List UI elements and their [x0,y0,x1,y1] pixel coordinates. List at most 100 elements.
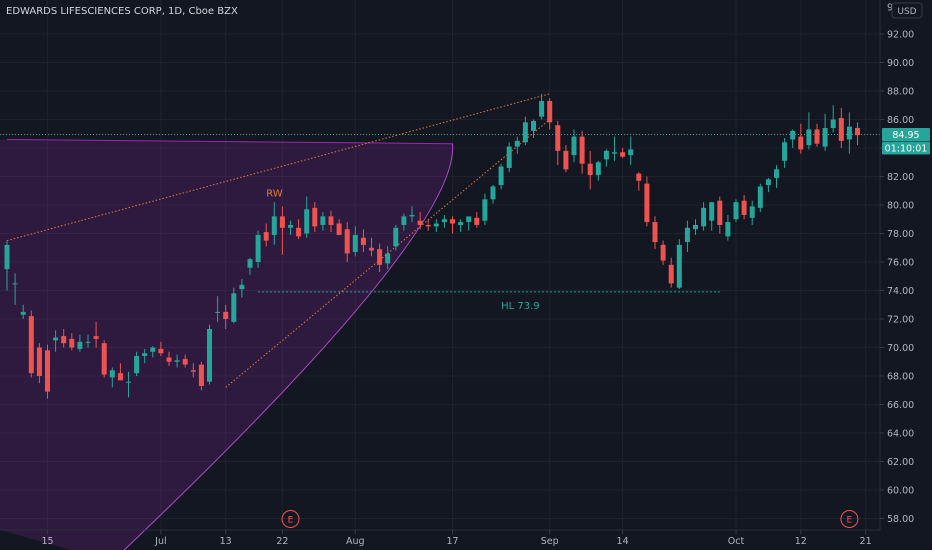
candle[interactable] [417,212,423,230]
candle[interactable] [668,257,674,288]
candle[interactable] [822,113,828,151]
candle[interactable] [587,150,593,190]
candle[interactable] [749,200,755,225]
candle[interactable] [765,177,771,193]
candle[interactable] [142,348,148,364]
candle[interactable] [684,220,690,253]
candle[interactable] [207,324,212,385]
candle[interactable] [725,214,731,241]
candle[interactable] [231,287,237,324]
candle[interactable] [830,105,836,133]
candle[interactable] [288,220,293,235]
candle[interactable] [12,273,18,305]
candle[interactable] [425,219,431,231]
currency-badge[interactable]: USD [891,2,923,19]
candle[interactable] [304,196,310,238]
candle[interactable] [174,354,180,368]
candle[interactable] [158,341,164,357]
candle[interactable] [652,216,658,250]
candle[interactable] [595,160,601,181]
candle[interactable] [603,149,609,167]
candle[interactable] [36,343,42,384]
candle[interactable] [555,120,561,166]
candle[interactable] [660,240,666,265]
candle[interactable] [279,206,285,255]
hl-label[interactable]: HL 73.9 [501,301,540,312]
candle[interactable] [490,185,496,204]
candle[interactable] [344,222,350,262]
candle[interactable] [838,108,844,148]
candle[interactable] [117,363,123,381]
candle[interactable] [263,223,269,247]
candle[interactable] [69,333,75,351]
candle[interactable] [466,216,472,231]
candle[interactable] [352,226,358,257]
candle[interactable] [126,371,131,398]
candle[interactable] [296,219,302,240]
candle[interactable] [409,206,415,223]
time-axis[interactable]: 15 Jul 13 22 Aug 17 Sep 14 Oct 12 21 [0,529,880,547]
candle[interactable] [506,142,512,173]
candle[interactable] [522,116,528,146]
candle[interactable] [377,243,383,272]
candle[interactable] [247,257,253,275]
candle[interactable] [441,214,447,228]
candle[interactable] [741,195,747,220]
candle[interactable] [20,304,26,319]
candle[interactable] [628,136,634,166]
candle[interactable] [28,310,34,378]
candle[interactable] [182,354,188,368]
candle[interactable] [579,130,585,174]
candle[interactable] [693,219,698,235]
candle[interactable] [109,367,115,388]
candles[interactable] [4,93,861,399]
candle[interactable] [717,196,723,234]
candle[interactable] [312,202,318,233]
price-axis[interactable]: 58.00 60.00 62.00 64.00 66.00 68.00 70.00 72.00… [879,0,914,530]
earnings-marker[interactable]: E [840,510,859,528]
candle[interactable] [782,138,788,168]
candle[interactable] [701,202,707,231]
candle[interactable] [328,210,334,233]
candle[interactable] [757,183,763,213]
candle[interactable] [644,176,650,227]
candle[interactable] [360,229,366,253]
earnings-marker[interactable]: E [281,510,300,528]
candle[interactable] [4,240,10,291]
trendline-1[interactable] [6,93,550,242]
candle[interactable] [61,328,67,348]
candle[interactable] [45,344,50,399]
candle[interactable] [498,163,504,190]
candle[interactable] [676,239,682,290]
candle[interactable] [134,351,140,376]
candle[interactable] [458,219,464,233]
candle[interactable] [93,321,99,348]
candle[interactable] [531,119,536,139]
candle[interactable] [401,213,407,231]
candle[interactable] [474,212,480,228]
candle[interactable] [709,202,715,231]
candle[interactable] [369,237,374,257]
candle[interactable] [215,296,221,322]
candle[interactable] [620,148,626,158]
candle[interactable] [563,145,569,173]
candle[interactable] [336,219,342,235]
candle[interactable] [790,129,796,148]
candle[interactable] [846,112,852,154]
candle[interactable] [150,346,156,358]
candle[interactable] [814,123,820,147]
candle[interactable] [433,219,439,233]
candle[interactable] [271,202,277,245]
candle[interactable] [855,122,860,146]
candle[interactable] [101,340,107,378]
candle[interactable] [733,199,739,223]
candle[interactable] [571,129,577,163]
candle[interactable] [320,212,326,231]
candle[interactable] [255,230,261,268]
candle[interactable] [85,334,91,348]
candle[interactable] [806,112,812,150]
candle[interactable] [514,136,520,154]
candle[interactable] [539,93,545,120]
candle[interactable] [450,216,455,234]
